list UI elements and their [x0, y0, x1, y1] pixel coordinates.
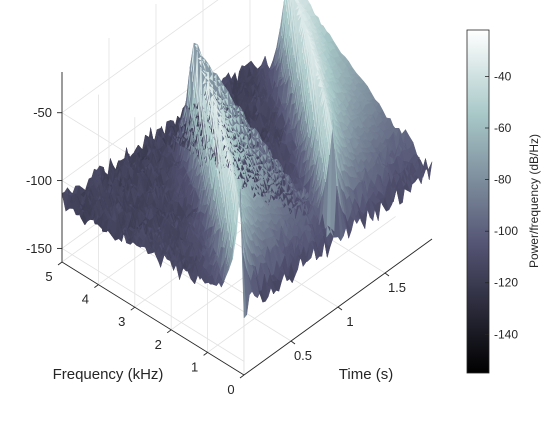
frequency-tick-mark: [94, 284, 99, 288]
colorbar-tick-label: -140: [494, 327, 518, 341]
colorbar: -140 -120 -100 -80 -60 -40 Power/frequency (d…: [466, 29, 541, 374]
time-tick-label: 1: [346, 314, 353, 329]
frequency-tick-mark: [57, 261, 63, 266]
surface-patch: [287, 0, 290, 19]
power-tick-label: -50: [33, 105, 52, 120]
spectrogram-surface: [61, 0, 433, 319]
colorbar-tick-label: -40: [494, 69, 512, 83]
colorbar-tick-label: -100: [494, 224, 518, 238]
frequency-tick-mark: [203, 352, 208, 356]
x-axis-label: Time (s): [339, 366, 393, 383]
time-tick-mark: [290, 340, 296, 345]
frequency-tick-label: 2: [155, 337, 162, 352]
surface-patch: [281, 0, 286, 36]
colorbar-scale: [466, 29, 490, 374]
time-tick-mark: [384, 272, 390, 277]
frequency-axis-line: [61, 261, 245, 376]
frequency-tick-label: 0: [227, 382, 234, 397]
y-axis-label: Frequency (kHz): [53, 366, 164, 383]
surface-patch: [288, 0, 292, 25]
frequency-tick-mark: [239, 374, 245, 379]
frequency-tick-label: 1: [191, 359, 198, 374]
colorbar-tick-label: -80: [494, 173, 512, 187]
power-tick-label: -100: [26, 173, 52, 188]
axis-ticks: 0.5 1 1.5 0 1 2 3 4 5 -150 -100 -50: [26, 105, 406, 397]
frequency-tick-mark: [166, 329, 172, 334]
colorbar-tick-label: -120: [494, 276, 518, 290]
time-tick-label: 0.5: [294, 348, 312, 363]
frequency-tick-label: 4: [82, 292, 89, 307]
time-tick-label: 1.5: [388, 280, 406, 295]
colorbar-tick-label: -60: [494, 121, 512, 135]
colorbar-label: Power/frequency (dB/Hz): [527, 134, 541, 268]
power-tick-label: -150: [26, 241, 52, 256]
frequency-tick-mark: [130, 306, 136, 311]
frequency-tick-label: 5: [45, 269, 52, 284]
surface-patch: [425, 158, 433, 180]
colorbar-ticks: -140 -120 -100 -80 -60 -40: [485, 69, 518, 341]
surface-patch: [284, 0, 287, 6]
surface-patch: [286, 0, 288, 12]
frequency-tick-label: 3: [118, 314, 125, 329]
surface-patch: [289, 0, 294, 36]
time-tick-mark: [337, 306, 343, 311]
